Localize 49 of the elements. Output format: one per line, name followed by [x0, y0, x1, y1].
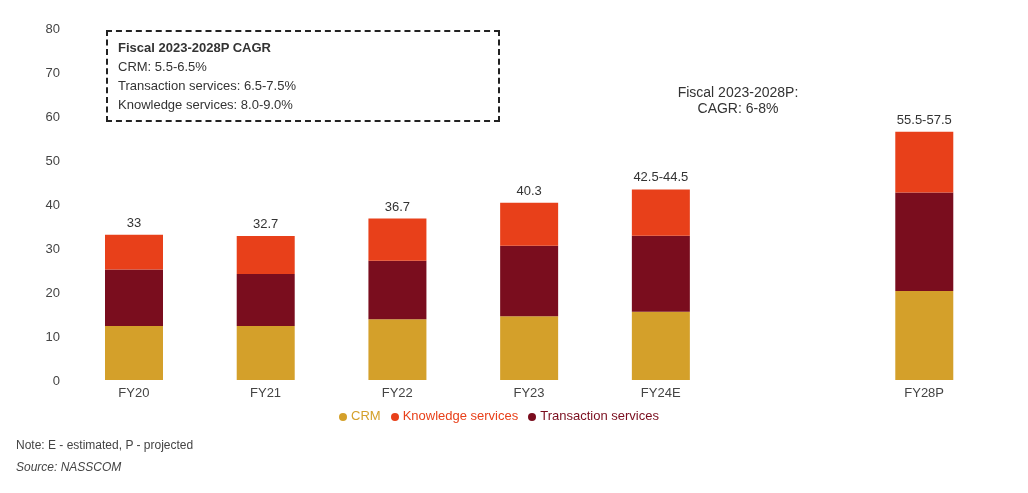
- bar: [368, 260, 427, 320]
- bar: [500, 245, 559, 317]
- x-tick-label: FY24E: [640, 385, 681, 401]
- bar: [500, 316, 559, 380]
- y-tick-label: 20: [45, 284, 60, 300]
- bar: [236, 325, 295, 380]
- bar: [895, 131, 954, 193]
- annotation: CRM: 5.5-6.5%: [118, 58, 208, 76]
- y-tick-label: 80: [45, 20, 60, 36]
- total-label: 32.7: [253, 216, 279, 232]
- x-tick-label: FY28P: [904, 385, 945, 401]
- y-tick-label: 40: [45, 196, 60, 212]
- text: Note: E - estimated, P - projected: [16, 438, 194, 452]
- y-tick-label: 0: [52, 372, 60, 388]
- annotation: Fiscal 2023-2028P CAGR: [118, 39, 272, 57]
- y-tick-label: 70: [45, 64, 60, 80]
- total-label: 33: [126, 214, 142, 230]
- legend-label: Knowledge services: [402, 408, 519, 423]
- total-label: 40.3: [516, 182, 542, 198]
- bar: [368, 319, 427, 380]
- y-tick-label: 50: [45, 152, 60, 168]
- bar: [895, 192, 954, 292]
- bar: [631, 235, 690, 312]
- legend-label: Transaction services: [540, 408, 659, 423]
- x-tick-label: FY22: [381, 385, 413, 401]
- bar: [105, 325, 163, 380]
- bar: [895, 291, 954, 380]
- bar: [368, 218, 427, 261]
- bar: [236, 236, 295, 274]
- annotation: Transaction services: 6.5-7.5%: [118, 77, 297, 95]
- y-tick-label: 10: [45, 328, 60, 344]
- y-tick-label: 30: [45, 240, 60, 256]
- bar: [105, 234, 163, 270]
- bar: [236, 273, 295, 326]
- annotation: Fiscal 2023-2028P: CAGR: 6-8%: [676, 84, 800, 116]
- x-tick-label: FY20: [118, 385, 150, 401]
- total-label: 55.5-57.5: [896, 111, 952, 127]
- x-tick-label: FY21: [250, 385, 282, 401]
- y-tick-label: 60: [45, 108, 60, 124]
- bar: [631, 189, 690, 236]
- x-tick-label: FY23: [513, 385, 545, 401]
- total-label: 36.7: [384, 198, 411, 214]
- annotation: Knowledge services: 8.0-9.0%: [118, 96, 294, 114]
- bar: [631, 311, 690, 380]
- source-note: Source: NASSCOM: [16, 460, 122, 474]
- total-label: 42.5-44.5: [633, 169, 689, 185]
- legend-label: CRM: [351, 408, 381, 423]
- bar: [500, 202, 559, 246]
- bar: [105, 269, 163, 326]
